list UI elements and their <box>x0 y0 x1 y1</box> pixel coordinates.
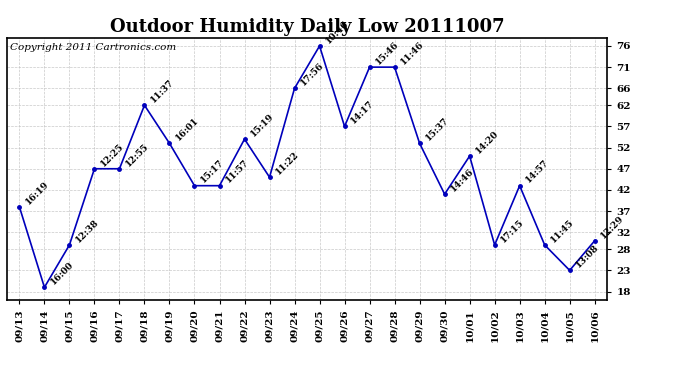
Text: 11:46: 11:46 <box>399 40 426 66</box>
Text: 16:01: 16:01 <box>174 116 200 142</box>
Text: 14:20: 14:20 <box>474 129 500 155</box>
Text: 15:37: 15:37 <box>424 116 451 142</box>
Text: 12:38: 12:38 <box>74 217 100 244</box>
Text: 14:17: 14:17 <box>348 99 375 126</box>
Text: 17:15: 17:15 <box>499 217 526 244</box>
Text: 17:56: 17:56 <box>299 61 326 87</box>
Text: Copyright 2011 Cartronics.com: Copyright 2011 Cartronics.com <box>10 43 176 52</box>
Text: 16:19: 16:19 <box>23 179 50 206</box>
Title: Outdoor Humidity Daily Low 20111007: Outdoor Humidity Daily Low 20111007 <box>110 18 504 36</box>
Text: 15:46: 15:46 <box>374 40 400 66</box>
Text: 12:29: 12:29 <box>599 213 626 240</box>
Text: 11:22: 11:22 <box>274 150 300 177</box>
Text: 16:00: 16:00 <box>48 260 75 286</box>
Text: 12:55: 12:55 <box>124 141 150 168</box>
Text: 14:46: 14:46 <box>448 166 475 194</box>
Text: 12:25: 12:25 <box>99 141 125 168</box>
Text: 13:08: 13:08 <box>574 243 600 270</box>
Text: 10:46: 10:46 <box>324 19 351 45</box>
Text: 15:19: 15:19 <box>248 111 275 138</box>
Text: 11:45: 11:45 <box>549 217 575 244</box>
Text: 15:17: 15:17 <box>199 158 226 185</box>
Text: 14:57: 14:57 <box>524 158 551 185</box>
Text: 11:37: 11:37 <box>148 78 175 105</box>
Text: 11:57: 11:57 <box>224 158 250 185</box>
